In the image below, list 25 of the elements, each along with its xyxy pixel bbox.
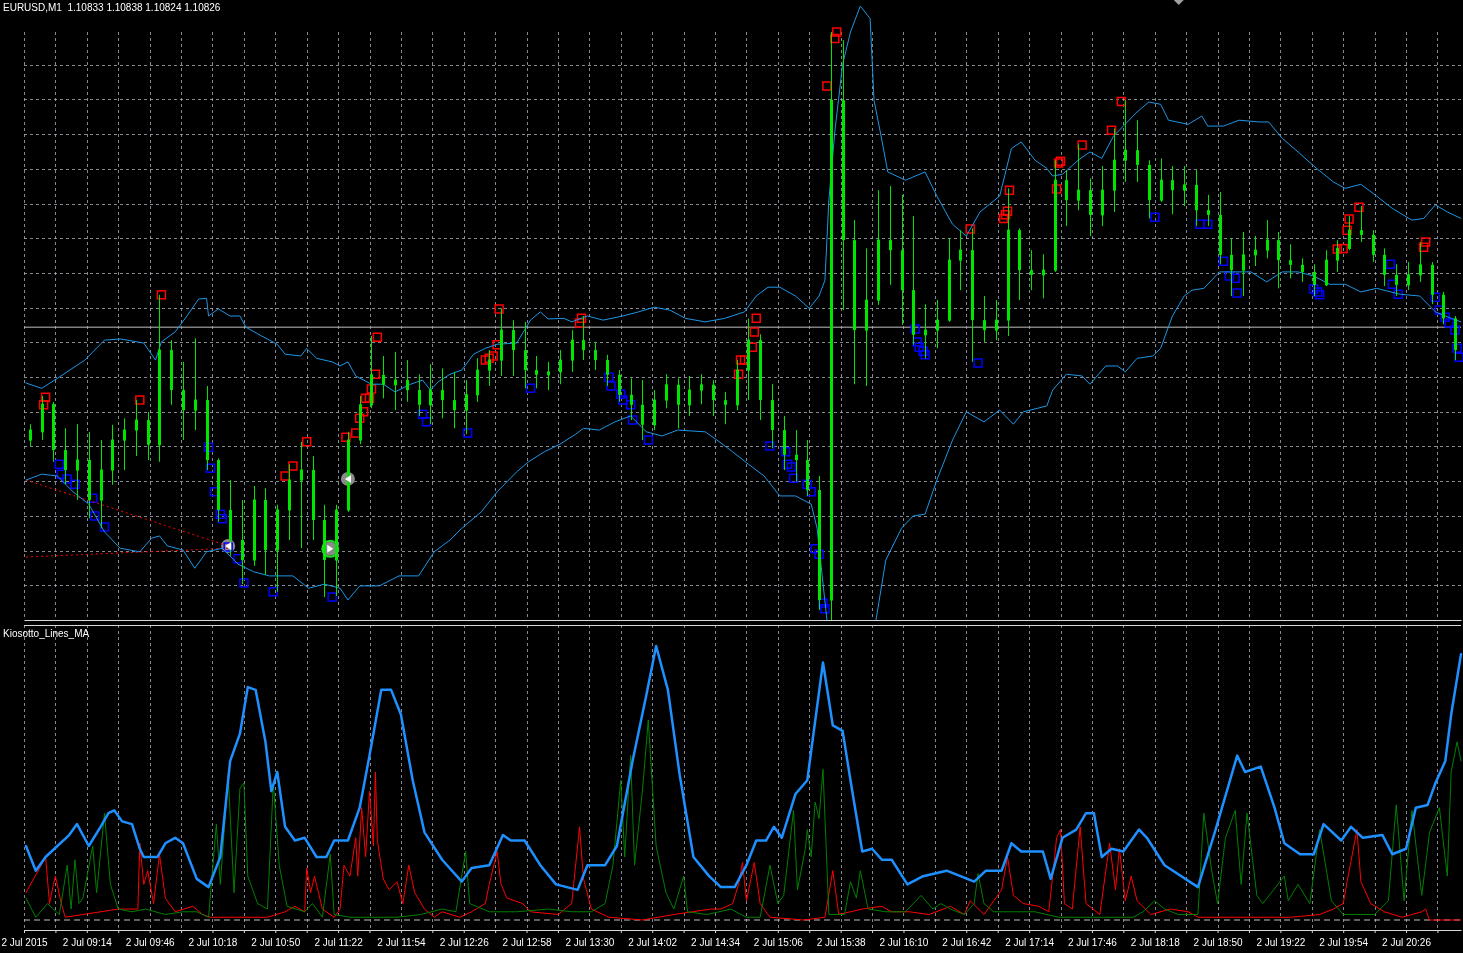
x-tick-label: 2 Jul 14:34: [691, 937, 741, 949]
x-tick-label: 2 Jul 10:18: [188, 937, 238, 949]
x-tick-label: 2 Jul 17:46: [1067, 937, 1118, 949]
x-tick-label: 2 Jul 2015: [1, 937, 49, 949]
x-tick-label: 2 Jul 17:14: [1005, 937, 1055, 949]
x-tick-label: 2 Jul 19:22: [1256, 937, 1306, 949]
x-tick-label: 2 Jul 11:54: [377, 937, 426, 949]
x-tick-label: 2 Jul 18:18: [1130, 937, 1181, 949]
x-tick-label: 2 Jul 20:26: [1382, 937, 1432, 949]
x-tick-label: 2 Jul 13:30: [565, 937, 615, 949]
x-tick-label: 2 Jul 10:50: [251, 937, 301, 949]
x-tick-label: 2 Jul 16:10: [879, 937, 929, 949]
x-tick-label: 2 Jul 14:02: [628, 937, 678, 949]
x-tick-label: 2 Jul 12:58: [502, 937, 552, 949]
chart-title: Kiosotto_Lines_MA: [3, 628, 90, 639]
x-tick-label: 2 Jul 19:54: [1319, 937, 1369, 949]
x-tick-label: 2 Jul 15:06: [753, 937, 804, 949]
x-tick-label: 2 Jul 18:50: [1193, 937, 1243, 949]
x-tick-label: 2 Jul 12:26: [439, 937, 490, 949]
x-tick-label: 2 Jul 16:42: [942, 937, 992, 949]
x-tick-label: 2 Jul 15:38: [816, 937, 867, 949]
x-tick-label: 2 Jul 09:46: [125, 937, 176, 949]
x-tick-label: 2 Jul 11:22: [314, 937, 364, 949]
x-tick-label: 2 Jul 09:14: [62, 937, 113, 949]
chart-title: EURUSD,M1 1.10833 1.10838 1.10824 1.10826: [3, 2, 221, 13]
